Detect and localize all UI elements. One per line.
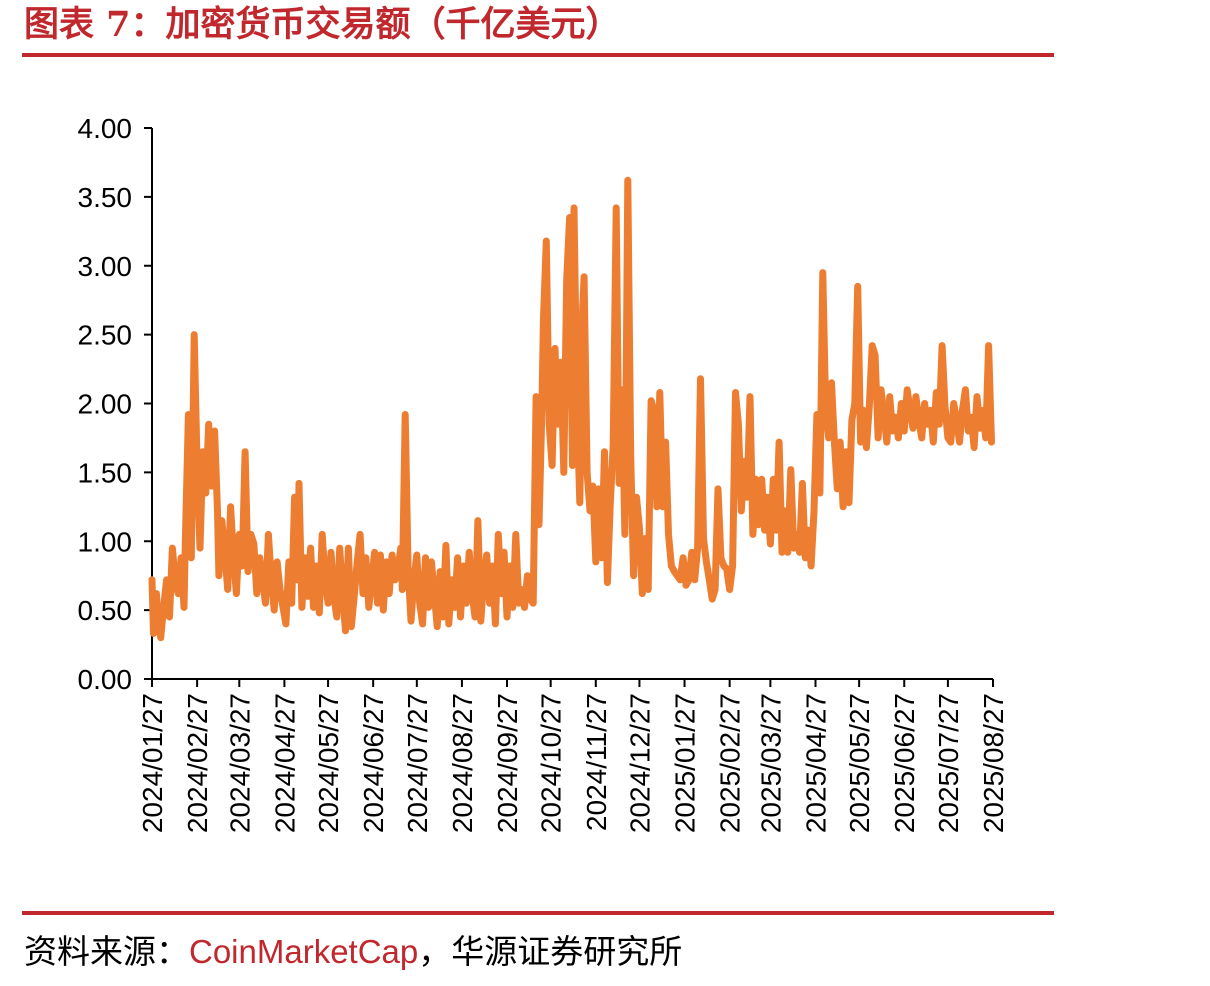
y-tick-label: 4.00: [78, 113, 133, 144]
x-tick-label: 2024/04/27: [269, 693, 300, 833]
x-tick-label: 2024/12/27: [624, 693, 655, 833]
x-tick-label: 2025/08/27: [978, 693, 1009, 833]
x-tick-label: 2024/03/27: [224, 693, 255, 833]
y-tick-label: 2.00: [78, 389, 133, 420]
plot-layer: 0.00 0.50 1.00 1.50 2.00 2.50 3.00 3.50 4.00 2024…: [78, 113, 1010, 833]
x-tick-label: 2025/06/27: [889, 693, 920, 833]
x-tick-label: 2025/03/27: [755, 693, 786, 833]
source-suffix: ，华源证券研究所: [418, 932, 683, 971]
y-tick-label: 0.00: [78, 664, 133, 695]
y-tick-label: 3.50: [78, 182, 133, 213]
x-tick-label: 2024/07/27: [402, 693, 433, 833]
x-tick-label: 2025/02/27: [715, 693, 746, 833]
y-tick-label: 3.00: [78, 251, 133, 282]
x-tick-label: 2024/09/27: [492, 693, 523, 833]
x-tick-label: 2024/02/27: [182, 693, 213, 833]
y-tick-label: 1.50: [78, 457, 133, 488]
y-tick-label: 2.50: [78, 320, 133, 351]
x-tick-label: 2024/06/27: [358, 693, 389, 833]
x-tick-label: 2024/05/27: [313, 693, 344, 833]
x-tick-label: 2024/11/27: [581, 693, 612, 831]
x-tick-label: 2025/05/27: [844, 693, 875, 833]
x-tick-label: 2025/07/27: [933, 693, 964, 833]
source-divider: [22, 911, 1054, 915]
title-underline: [22, 53, 1054, 57]
chart-title: 图表 7：加密货币交易额（千亿美元）: [24, 4, 621, 45]
y-tick-label: 1.00: [78, 526, 133, 557]
x-tick-label: 2025/04/27: [800, 693, 831, 833]
source-name: CoinMarketCap: [189, 933, 419, 970]
source-note: 资料来源：CoinMarketCap，华源证券研究所: [24, 930, 682, 974]
source-prefix: 资料来源：: [24, 932, 189, 971]
x-tick-label: 2024/01/27: [137, 693, 168, 833]
x-tick-label: 2024/10/27: [536, 693, 567, 833]
y-tick-label: 0.50: [78, 595, 133, 626]
x-tick-label: 2025/01/27: [670, 693, 701, 833]
x-tick-label: 2024/08/27: [447, 693, 478, 833]
series-line: [148, 176, 995, 642]
